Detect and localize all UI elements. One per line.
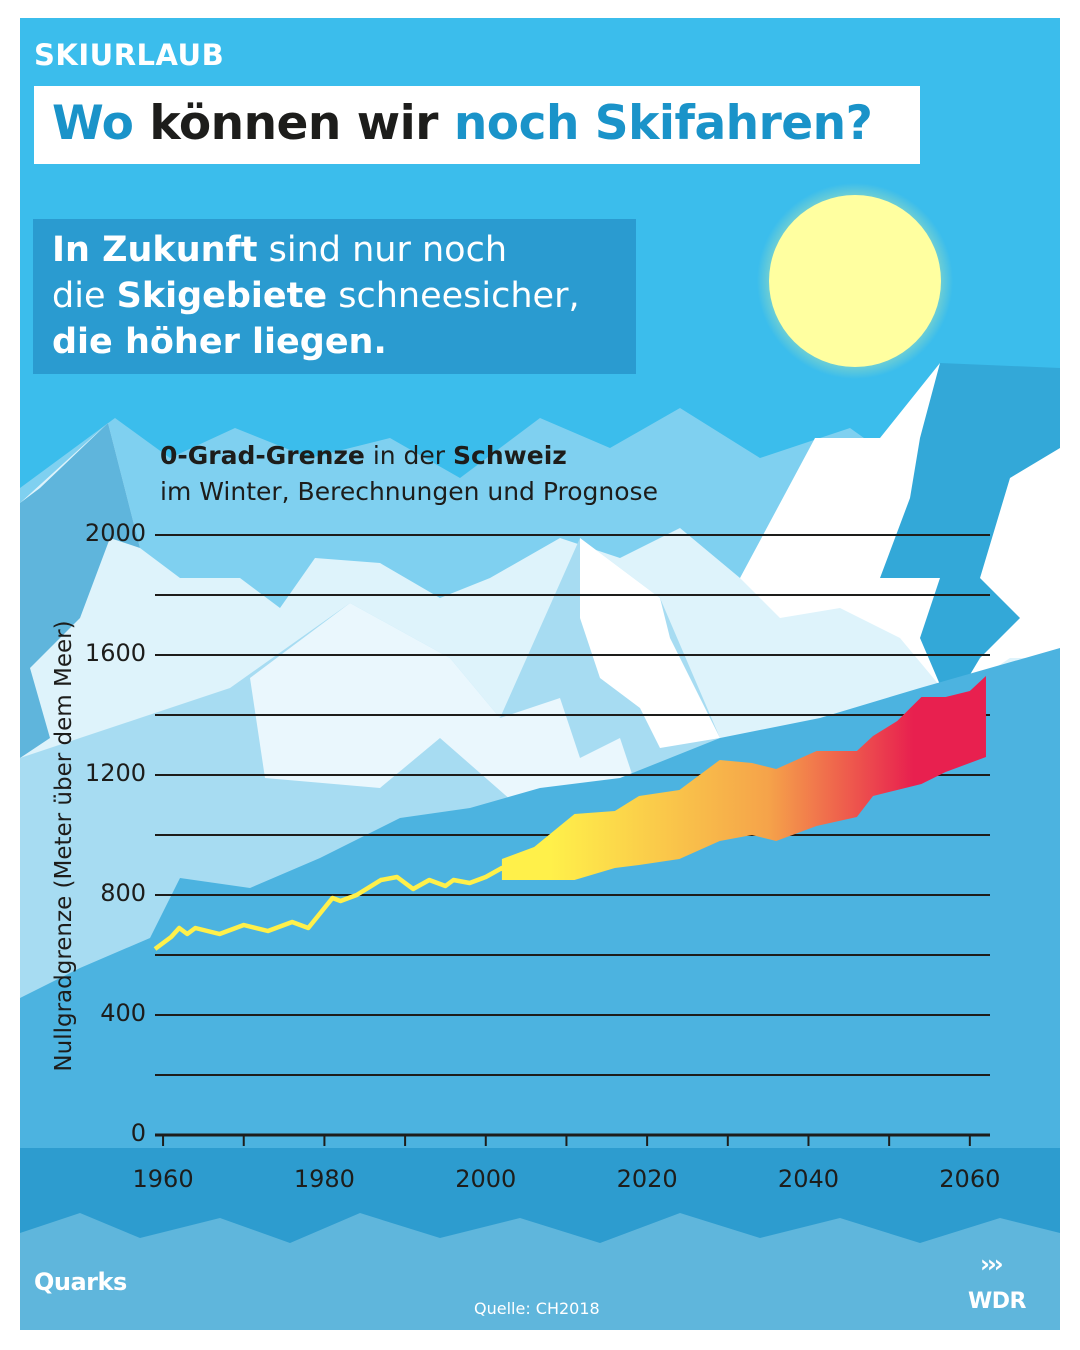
x-tick-label: 1960 — [132, 1165, 194, 1193]
wdr-arrows-icon: ››› — [980, 1250, 1004, 1278]
intro-line1-rest: sind nur noch — [257, 230, 508, 270]
x-tick-label: 2060 — [939, 1165, 1001, 1193]
y-tick-label: 1600 — [84, 639, 146, 667]
chart-title-mid: in der — [364, 441, 454, 470]
x-tick-label: 2040 — [777, 1165, 839, 1193]
intro-line2-start: die — [52, 276, 117, 316]
intro-line1-bold: In Zukunft — [52, 230, 258, 270]
chart-plot — [153, 534, 990, 1146]
foreground-waves — [20, 1213, 1060, 1330]
x-tick-label: 2020 — [616, 1165, 678, 1193]
intro-box: In Zukunft sind nur noch die Skigebiete … — [33, 219, 636, 374]
chart-subtitle: im Winter, Berechnungen und Prognose — [160, 477, 658, 506]
y-tick-label: 400 — [100, 999, 146, 1027]
left-peak-shadow — [20, 423, 140, 758]
page-title: Wo können wir noch Skifahren? — [52, 96, 873, 151]
chart-title: 0-Grad-Grenze in der Schweiz im Winter, … — [160, 438, 658, 510]
middle-peak-face-2 — [580, 538, 720, 748]
y-tick-label: 800 — [100, 879, 146, 907]
intro-line2-bold: Skigebiete — [116, 276, 328, 316]
sun — [769, 195, 941, 367]
title-part-3: noch Skifahren? — [453, 96, 873, 151]
y-tick-label: 0 — [130, 1119, 146, 1147]
x-tick-label: 2000 — [455, 1165, 517, 1193]
projection-band — [501, 676, 986, 880]
mountain-background — [20, 183, 1060, 1330]
x-tick-label: 1980 — [293, 1165, 355, 1193]
chart-title-bold-2: Schweiz — [453, 441, 567, 470]
y-axis-label: Nullgradgrenze (Meter über dem Meer) — [51, 620, 77, 1072]
title-box: Wo können wir noch Skifahren? — [34, 86, 920, 164]
intro-line2-rest: schneesicher, — [327, 276, 580, 316]
intro-line3-bold: die höher liegen. — [52, 322, 387, 362]
title-part-1: Wo — [52, 96, 134, 151]
intro-text: In Zukunft sind nur noch die Skigebiete … — [52, 227, 580, 365]
y-tick-label: 2000 — [84, 519, 146, 547]
middle-peak-face — [250, 603, 640, 838]
chart-title-bold-1: 0-Grad-Grenze — [160, 441, 365, 470]
title-part-2: können wir — [149, 96, 438, 151]
infographic: SKIURLAUB Wo können wir noch Skifahren? … — [20, 18, 1060, 1330]
wdr-logo: WDR — [968, 1289, 1026, 1314]
y-tick-label: 1200 — [84, 759, 146, 787]
quarks-logo: Quarks — [34, 1268, 127, 1296]
measured-line — [153, 865, 520, 951]
source-note: Quelle: CH2018 — [474, 1299, 600, 1318]
overline: SKIURLAUB — [34, 38, 225, 72]
